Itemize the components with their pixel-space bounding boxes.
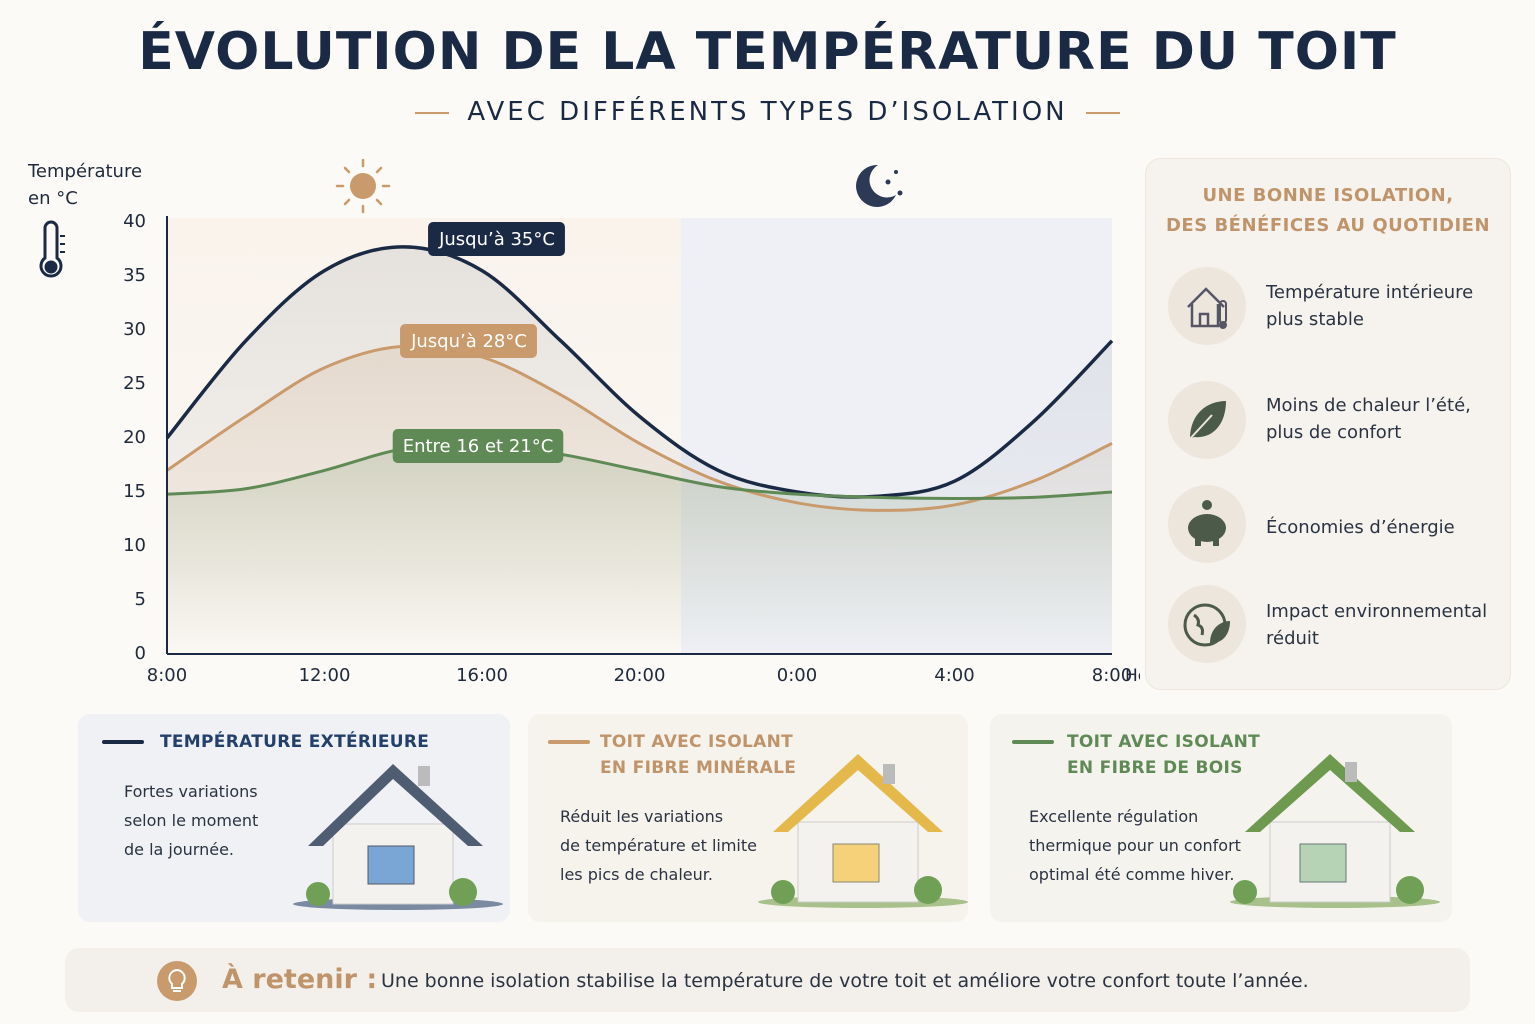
legend-card: TOIT AVEC ISOLANT EN FIBRE MINÉRALE Rédu… bbox=[528, 714, 968, 922]
card-description: Excellente régulation thermique pour un … bbox=[1029, 807, 1241, 884]
takeaway-label: À retenir : bbox=[222, 964, 378, 995]
annotation-box bbox=[400, 324, 537, 358]
y-tick-label: 15 bbox=[123, 481, 146, 502]
legend-card: TOIT AVEC ISOLANT EN FIBRE DE BOIS Excel… bbox=[990, 714, 1452, 922]
bulb-icon bbox=[157, 961, 197, 1001]
sun-icon bbox=[335, 158, 391, 214]
y-tick-label: 10 bbox=[123, 535, 146, 556]
legend-title: TOIT AVEC ISOLANT EN FIBRE DE BOIS bbox=[1067, 732, 1260, 778]
house-illustration bbox=[293, 764, 503, 910]
benefit-item: Impact environnemental réduit bbox=[1266, 601, 1488, 649]
x-tick-label: 16:00 bbox=[456, 665, 508, 686]
piggy-icon bbox=[1168, 485, 1246, 563]
globe-icon bbox=[1168, 585, 1246, 663]
x-tick-label: 4:00 bbox=[934, 665, 974, 686]
series-line bbox=[165, 245, 1114, 499]
benefit-item: Moins de chaleur l’été, plus de confort bbox=[1266, 395, 1471, 443]
series-line bbox=[166, 344, 1113, 512]
y-tick-label: 25 bbox=[123, 373, 146, 394]
legend-swatch bbox=[1012, 740, 1054, 744]
title: ÉVOLUTION DE LA TEMPÉRATURE DU TOIT bbox=[138, 22, 1397, 82]
leaf-icon bbox=[1168, 381, 1246, 459]
y-tick-label: 5 bbox=[135, 589, 146, 610]
x-tick-label: 12:00 bbox=[299, 665, 351, 686]
x-tick-label: 20:00 bbox=[614, 665, 666, 686]
series-line bbox=[166, 441, 1113, 500]
subtitle-text: AVEC DIFFÉRENTS TYPES D’ISOLATION bbox=[467, 97, 1068, 127]
moon-icon bbox=[856, 164, 903, 207]
takeaway: À retenir : Une bonne isolation stabilis… bbox=[65, 948, 1470, 1012]
thermometer-icon bbox=[39, 220, 65, 278]
area-fill bbox=[167, 443, 1112, 654]
y-tick-label: 35 bbox=[123, 265, 146, 286]
y-tick-label: 0 bbox=[135, 643, 146, 664]
house-icon bbox=[1168, 267, 1246, 345]
y-axis-label: Température en °C bbox=[28, 161, 143, 209]
card-description: Réduit les variations de température et … bbox=[560, 807, 757, 884]
benefit-item: Température intérieure plus stable bbox=[1266, 282, 1474, 330]
chart: 0 5 10 15 20 25 30 35 40 8:00 12:00 16:00 20:00 0:00 4… bbox=[39, 158, 1140, 686]
legend-swatch bbox=[548, 740, 590, 744]
legend-title: TOIT AVEC ISOLANT EN FIBRE MINÉRALE bbox=[600, 732, 797, 778]
annotation: Jusqu’à 28°C bbox=[410, 331, 527, 352]
annotation: Entre 16 et 21°C bbox=[403, 436, 554, 457]
y-tick-label: 20 bbox=[123, 427, 146, 448]
house-illustration bbox=[758, 754, 968, 908]
house-illustration bbox=[1230, 754, 1440, 908]
x-axis-label: Heure bbox=[1125, 666, 1140, 686]
annotation: Jusqu’à 35°C bbox=[438, 229, 555, 250]
benefits-title: UNE BONNE ISOLATION, DES BÉNÉFICES AU QU… bbox=[1165, 185, 1491, 236]
annotation-box bbox=[392, 429, 564, 463]
legend-swatch bbox=[102, 740, 144, 744]
takeaway-text: Une bonne isolation stabilise la tempéra… bbox=[381, 970, 1309, 992]
y-tick-label: 30 bbox=[123, 319, 146, 340]
x-tick-label: 0:00 bbox=[777, 665, 817, 686]
x-tick-label: 8:00 bbox=[1092, 665, 1132, 686]
x-tick-label: 8:00 bbox=[147, 665, 187, 686]
subtitle: AVEC DIFFÉRENTS TYPES D’ISOLATION bbox=[0, 97, 1535, 127]
legend-title: TEMPÉRATURE EXTÉRIEURE bbox=[160, 732, 430, 752]
card-description: Fortes variations selon le moment de la … bbox=[124, 782, 259, 859]
benefits-panel: UNE BONNE ISOLATION, DES BÉNÉFICES AU QU… bbox=[1145, 158, 1511, 690]
benefit-item: Économies d’énergie bbox=[1266, 517, 1455, 538]
legend-card: TEMPÉRATURE EXTÉRIEURE Fortes variations… bbox=[78, 714, 510, 922]
annotation-box bbox=[428, 222, 565, 256]
y-tick-label: 40 bbox=[123, 211, 146, 232]
